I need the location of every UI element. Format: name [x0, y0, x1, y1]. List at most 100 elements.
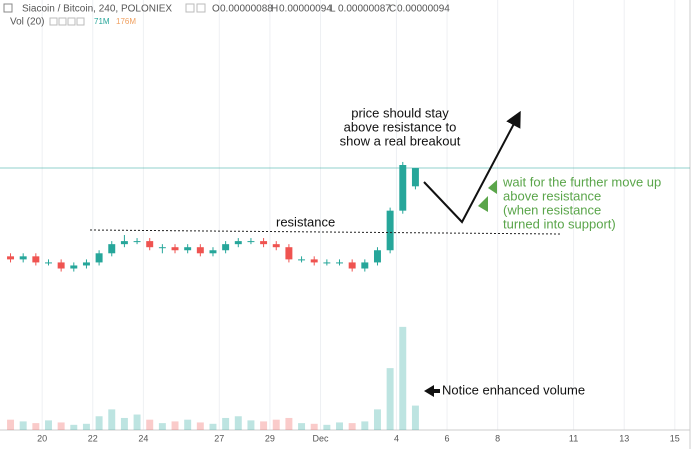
- candle-body: [45, 262, 52, 264]
- volume-bar: [19, 421, 27, 430]
- candle-body: [171, 247, 179, 251]
- volume-arrow: [424, 385, 440, 397]
- x-tick-label: 20: [37, 433, 47, 443]
- candle-body: [272, 244, 280, 248]
- volume-bar: [373, 409, 381, 430]
- volume-bar: [209, 423, 217, 430]
- candle-body: [310, 259, 318, 263]
- resistance-label: resistance: [276, 214, 335, 229]
- volume-pane: [7, 326, 419, 430]
- x-tick-label: 15: [670, 433, 680, 443]
- candle-body: [19, 256, 27, 260]
- volume-bar: [95, 416, 103, 430]
- legend-button[interactable]: [49, 17, 58, 26]
- collapse-icon[interactable]: [3, 3, 13, 13]
- volume-bar: [323, 424, 331, 430]
- volume-bar: [146, 419, 154, 430]
- header-button[interactable]: [185, 3, 195, 13]
- x-tick-label: 24: [138, 433, 148, 443]
- volume-bar: [399, 326, 407, 430]
- note-line: wait for the further move up: [502, 174, 661, 189]
- volume-bar: [386, 368, 394, 430]
- note-line: above resistance: [503, 188, 601, 203]
- candle-body: [108, 244, 116, 254]
- x-tick-label: 29: [265, 433, 275, 443]
- candle-body: [70, 265, 78, 269]
- candle-body: [361, 262, 369, 269]
- candle-body: [184, 247, 192, 251]
- candle-body: [222, 244, 230, 251]
- x-tick-label: 8: [495, 433, 500, 443]
- ohlc-value: 0.00000094: [279, 4, 332, 15]
- header-button[interactable]: [196, 3, 206, 13]
- x-tick-label: Dec: [313, 433, 330, 443]
- green-arrows: [478, 180, 497, 212]
- ohlc-label: L: [330, 4, 336, 15]
- volume-bar: [120, 417, 128, 430]
- candle-body: [196, 247, 204, 254]
- candle-body: [95, 253, 103, 263]
- volume-bar: [298, 423, 306, 430]
- volume-bar: [108, 409, 116, 430]
- volume-bar: [184, 419, 192, 430]
- x-tick-label: 22: [88, 433, 98, 443]
- x-tick-label: 13: [619, 433, 629, 443]
- volume-bar: [348, 423, 356, 430]
- x-tick-label: 6: [445, 433, 450, 443]
- volume-bar: [247, 420, 255, 430]
- volume-bar: [272, 419, 280, 430]
- candle-body: [386, 210, 394, 251]
- volume-note: Notice enhanced volume: [442, 382, 585, 397]
- x-tick-label: 27: [214, 433, 224, 443]
- note-line: (when resistance: [503, 202, 601, 217]
- legend-button[interactable]: [67, 17, 76, 26]
- ohlc-label: O: [212, 4, 220, 15]
- header-buttons: [185, 3, 206, 13]
- candle-body: [146, 241, 154, 248]
- candle-body: [209, 250, 217, 254]
- ohlc-value: 0.00000094: [397, 4, 450, 15]
- legend-button[interactable]: [76, 17, 85, 26]
- candle-body: [323, 262, 331, 264]
- volume-bar: [310, 423, 318, 430]
- x-tick-label: 11: [569, 433, 578, 443]
- price-pane: [0, 161, 690, 272]
- volume-bar: [336, 422, 343, 430]
- grid: 20 22 24 27 29 Dec 4 6 8 11 13 15: [37, 0, 680, 443]
- volume-bar: [32, 423, 40, 430]
- note-line: show a real breakout: [340, 133, 461, 148]
- candle-body: [298, 259, 306, 261]
- candle-body: [158, 247, 166, 249]
- ohlc-value: 0.00000088: [220, 4, 273, 15]
- candle-body: [57, 262, 65, 269]
- candle-body: [7, 256, 15, 260]
- volume-bar: [7, 419, 15, 430]
- volume-bar: [196, 422, 204, 430]
- note-line: price should stay: [351, 105, 449, 120]
- candle-body: [285, 247, 293, 260]
- volume-value: 71M: [94, 17, 110, 26]
- volume-bar: [171, 421, 179, 430]
- volume-bar: [361, 421, 369, 430]
- volume-buttons: [49, 17, 85, 26]
- candle-body: [399, 165, 407, 211]
- volume-bar: [234, 416, 242, 430]
- x-tick-label: 4: [394, 433, 399, 443]
- candle-body: [120, 241, 128, 245]
- candle-body: [411, 168, 419, 187]
- legend-button[interactable]: [58, 17, 67, 26]
- projection-arrow: [423, 110, 521, 224]
- candle-body: [133, 241, 141, 243]
- candle-body: [247, 241, 255, 243]
- chart-title: Siacoin / Bitcoin, 240, POLONIEX: [22, 4, 172, 15]
- volume-bar: [70, 424, 78, 430]
- note-line: above resistance to: [344, 119, 457, 134]
- volume-bar: [285, 417, 293, 430]
- candle-body: [373, 250, 381, 263]
- volume-bar: [133, 414, 141, 430]
